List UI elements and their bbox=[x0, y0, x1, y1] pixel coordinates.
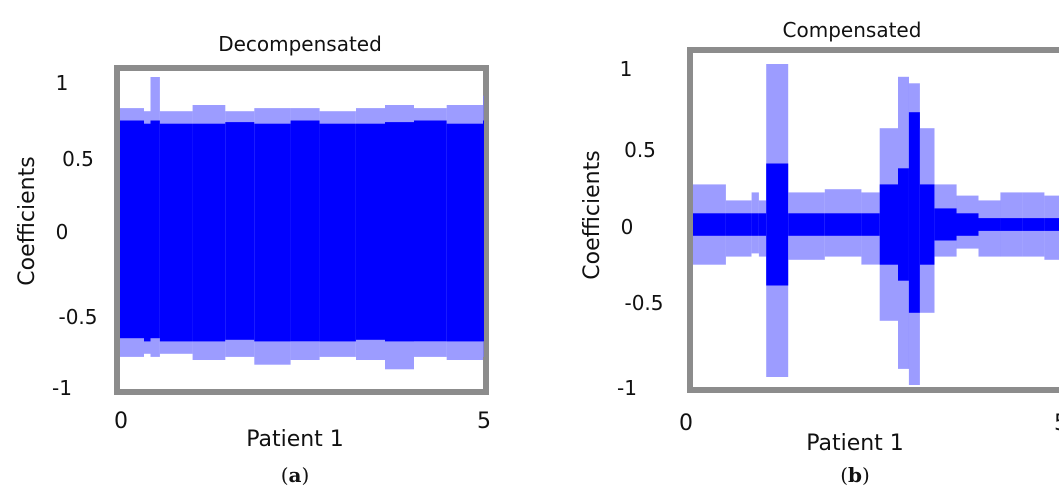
panel-a-solid-band-bar bbox=[144, 123, 151, 342]
panel-b-solid-band-bar bbox=[1000, 218, 1023, 231]
panel-a: Decompensated 1 0.5 0 -0.5 -1 0 5 Patien… bbox=[15, 32, 491, 487]
panel-b-solid-band-bar bbox=[1022, 218, 1045, 231]
panel-b-title: Compensated bbox=[783, 18, 922, 42]
panel-b-solid-band-bar bbox=[788, 213, 825, 236]
panel-a-solid-band-bar bbox=[414, 120, 447, 342]
panel-a-xtick: 5 bbox=[477, 409, 491, 434]
panel-a-solid-band-bar bbox=[319, 123, 356, 342]
panel-b-xtick: 0 bbox=[679, 411, 693, 436]
panel-b-ylabel: Coefficients bbox=[580, 150, 605, 279]
panel-a-ytick: 0.5 bbox=[62, 147, 94, 171]
panel-b: Compensated 1 0.5 0 -0.5 -1 0 5 Patient … bbox=[580, 18, 1059, 487]
panel-b-ytick: 0 bbox=[621, 215, 634, 239]
panel-a-ytick: -1 bbox=[52, 376, 72, 400]
panel-b-solid-band-bar bbox=[824, 213, 862, 236]
panel-b-data bbox=[693, 64, 1059, 386]
panel-b-solid-band-bar bbox=[879, 184, 898, 265]
panel-b-solid-band-bar bbox=[861, 213, 880, 236]
panel-b-ytick: -0.5 bbox=[624, 291, 663, 315]
panel-b-solid-band-bar bbox=[978, 218, 1001, 231]
panel-b-solid-band-bar bbox=[908, 112, 920, 313]
panel-a-xtick: 0 bbox=[114, 409, 128, 434]
panel-a-solid-band-bar bbox=[290, 120, 320, 342]
panel-a-solid-band-bar bbox=[446, 123, 483, 342]
panel-b-solid-band-bar bbox=[758, 213, 767, 236]
panel-b-solid-band-bar bbox=[934, 208, 957, 241]
panel-a-solid-band-bar bbox=[159, 123, 193, 342]
panel-a-solid-band-bar bbox=[192, 123, 226, 342]
panel-b-solid-band-bar bbox=[693, 213, 726, 236]
panel-b-solid-band-bar bbox=[956, 213, 979, 236]
panel-b-ytick: -1 bbox=[617, 376, 637, 400]
panel-a-solid-band-bar bbox=[356, 123, 385, 340]
panel-a-caption: (a) bbox=[281, 463, 310, 487]
panel-b-caption: (b) bbox=[840, 463, 870, 487]
panel-a-solid-band-bar bbox=[254, 123, 291, 342]
panel-b-solid-band-bar bbox=[725, 213, 752, 236]
panel-a-caption-letter: a bbox=[289, 463, 302, 487]
panel-a-solid-band-bar bbox=[120, 120, 144, 339]
panel-a-data bbox=[120, 77, 484, 370]
panel-b-caption-letter: b bbox=[848, 463, 862, 487]
panel-a-solid-band-bar bbox=[483, 120, 484, 342]
panel-a-solid-band-bar bbox=[150, 120, 160, 339]
panel-a-ytick: 0 bbox=[56, 220, 69, 244]
panel-b-solid-band-bar bbox=[898, 168, 909, 281]
panel-b-solid-band-bar bbox=[751, 213, 759, 236]
panel-a-solid-band-bar bbox=[225, 122, 255, 340]
panel-b-xtick: 5 bbox=[1054, 411, 1059, 436]
panel-a-solid-band-bar bbox=[385, 122, 414, 342]
panel-b-xlabel: Patient 1 bbox=[806, 431, 904, 456]
panel-b-solid-band-bar bbox=[919, 184, 935, 265]
panel-a-xlabel: Patient 1 bbox=[246, 427, 344, 452]
panel-a-ylabel: Coefficients bbox=[15, 156, 40, 285]
panel-b-ytick: 1 bbox=[620, 57, 633, 81]
panel-a-ytick: -0.5 bbox=[58, 305, 97, 329]
panel-b-ytick: 0.5 bbox=[624, 138, 656, 162]
panel-a-ytick: 1 bbox=[56, 71, 69, 95]
panel-a-title: Decompensated bbox=[218, 32, 382, 56]
panel-b-solid-band-bar bbox=[1044, 218, 1059, 231]
panel-b-solid-band-bar bbox=[766, 163, 789, 286]
